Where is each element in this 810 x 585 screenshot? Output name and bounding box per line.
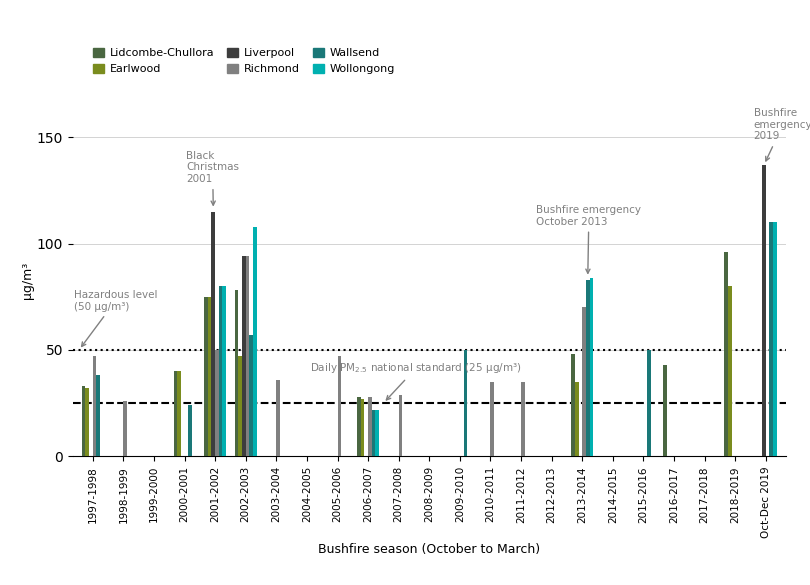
Bar — [123, 401, 127, 456]
Bar — [93, 356, 96, 456]
Bar — [368, 397, 372, 456]
Bar — [188, 405, 192, 456]
Bar — [724, 252, 728, 456]
Text: Bushfire
emergency
2019: Bushfire emergency 2019 — [753, 108, 810, 161]
Bar — [357, 397, 360, 456]
Bar — [762, 165, 765, 456]
Bar — [663, 365, 667, 456]
Bar — [215, 350, 219, 456]
Text: Bushfire emergency
October 2013: Bushfire emergency October 2013 — [536, 205, 642, 273]
Bar — [338, 356, 341, 456]
Y-axis label: μg/m³: μg/m³ — [21, 262, 34, 300]
Bar — [253, 226, 257, 456]
Bar — [586, 280, 590, 456]
Bar — [582, 307, 586, 456]
Text: Black
Christmas
2001: Black Christmas 2001 — [186, 151, 239, 205]
Bar — [96, 376, 100, 456]
Text: Hazardous level
(50 μg/m³): Hazardous level (50 μg/m³) — [74, 290, 157, 346]
Bar — [223, 286, 226, 456]
Bar — [590, 278, 593, 456]
Text: Daily PM$_{2.5}$ national standard (25 μg/m³): Daily PM$_{2.5}$ national standard (25 μ… — [310, 362, 522, 400]
Bar — [647, 350, 650, 456]
Bar — [770, 222, 774, 456]
Bar — [177, 371, 181, 456]
Bar — [85, 388, 89, 456]
Bar — [463, 350, 467, 456]
Bar — [571, 354, 575, 456]
Bar — [575, 382, 578, 456]
Bar — [238, 356, 242, 456]
Bar — [360, 399, 364, 456]
Bar — [376, 410, 379, 456]
X-axis label: Bushfire season (October to March): Bushfire season (October to March) — [318, 543, 540, 556]
Bar — [235, 290, 238, 456]
Bar — [521, 382, 525, 456]
Bar — [372, 410, 376, 456]
Bar — [774, 222, 777, 456]
Bar — [245, 256, 249, 456]
Bar — [208, 297, 211, 456]
Bar — [249, 335, 253, 456]
Bar — [211, 212, 215, 456]
Bar — [399, 395, 403, 456]
Bar — [276, 380, 280, 456]
Bar — [219, 286, 223, 456]
Bar — [173, 371, 177, 456]
Bar — [242, 256, 245, 456]
Bar — [728, 286, 731, 456]
Legend: Lidcombe-Chullora, Earlwood, Liverpool, Richmond, Wallsend, Wollongong: Lidcombe-Chullora, Earlwood, Liverpool, … — [92, 47, 395, 74]
Bar — [491, 382, 494, 456]
Bar — [204, 297, 208, 456]
Bar — [82, 386, 85, 456]
